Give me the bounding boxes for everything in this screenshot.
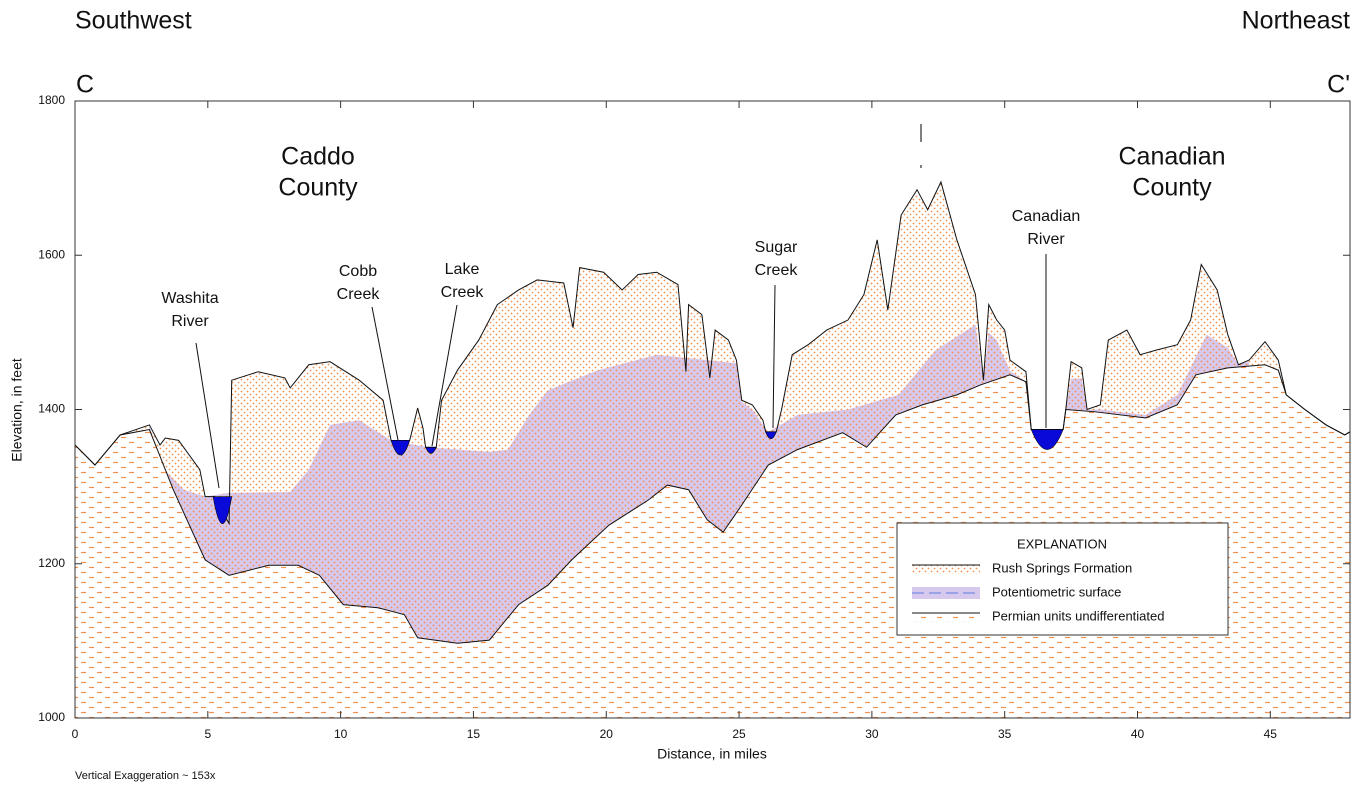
y-tick-label: 1200	[38, 556, 65, 570]
legend-title: EXPLANATION	[1017, 536, 1107, 551]
leader-line	[431, 304, 458, 447]
water	[1030, 429, 1064, 450]
legend-label: Rush Springs Formation	[992, 560, 1132, 575]
water	[390, 440, 411, 456]
legend-label: Permian units undifferentiated	[992, 608, 1164, 623]
river-label: Creek	[337, 286, 381, 303]
county-label: County	[278, 174, 358, 202]
direction-left: Southwest	[75, 7, 192, 35]
y-tick-label: 1600	[38, 247, 65, 261]
river-label: River	[171, 313, 209, 330]
direction-right: Northeast	[1242, 7, 1350, 35]
x-tick-label: 45	[1264, 727, 1278, 741]
y-tick-label: 1800	[38, 93, 65, 107]
leader-line	[195, 342, 220, 489]
x-tick-label: 30	[865, 727, 879, 741]
y-tick-label: 1000	[38, 710, 65, 724]
contact-line	[75, 180, 1350, 526]
county-label: Caddo	[281, 143, 355, 171]
county-label: County	[1132, 174, 1212, 202]
river-label: Creek	[441, 284, 485, 301]
river-label: River	[1027, 231, 1065, 248]
county-label: Canadian	[1118, 143, 1225, 171]
x-tick-label: 5	[204, 727, 211, 741]
river-label: Lake	[445, 261, 480, 278]
x-tick-label: 15	[467, 727, 481, 741]
leader-line	[371, 306, 399, 441]
x-tick-label: 35	[998, 727, 1012, 741]
y-tick-label: 1400	[38, 402, 65, 416]
x-axis-label: Distance, in miles	[657, 746, 767, 762]
water	[425, 446, 437, 454]
note: Vertical Exaggeration ~ 153x	[75, 770, 216, 782]
leader-line	[772, 284, 776, 429]
section-end: C'	[1327, 71, 1350, 99]
water	[212, 496, 233, 524]
legend-swatch	[912, 565, 980, 574]
river-label: Washita	[161, 290, 218, 307]
y-axis-label: Elevation, in feet	[9, 358, 25, 462]
plot-area	[75, 180, 1350, 718]
river-label: Sugar	[755, 239, 798, 256]
river-label: Canadian	[1012, 208, 1081, 225]
legend-label: Potentiometric surface	[992, 584, 1121, 599]
river-label: Creek	[755, 262, 799, 279]
river-label: Cobb	[339, 263, 377, 280]
x-tick-label: 40	[1131, 727, 1145, 741]
legend-swatch	[912, 613, 980, 622]
water	[765, 431, 777, 440]
x-tick-label: 20	[600, 727, 614, 741]
x-tick-label: 10	[334, 727, 348, 741]
x-tick-label: 25	[732, 727, 746, 741]
section-start: C	[76, 71, 94, 99]
x-tick-label: 0	[72, 727, 79, 741]
contact-line	[75, 364, 1350, 644]
